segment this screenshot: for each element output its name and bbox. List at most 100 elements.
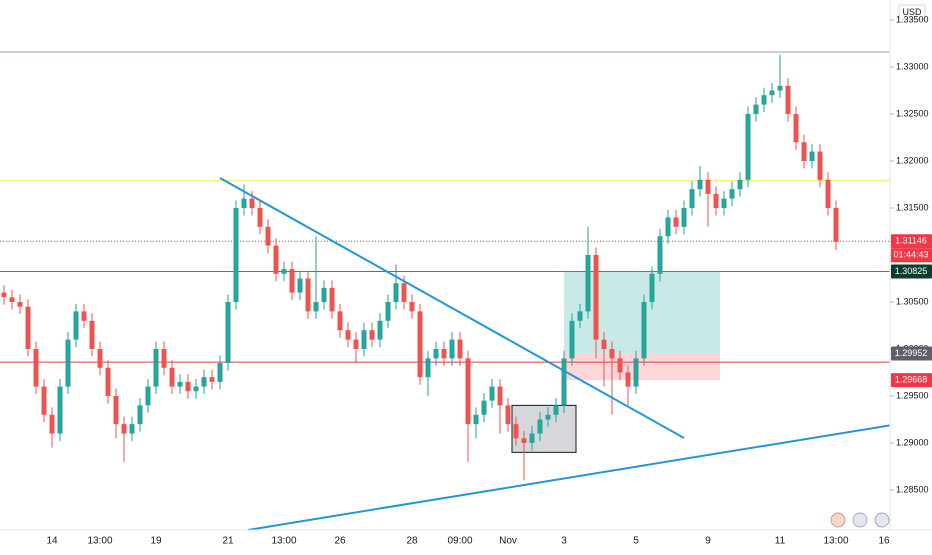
candle-body (721, 198, 727, 208)
icon[interactable] (852, 512, 868, 528)
candle-body (361, 330, 367, 349)
candle-body (561, 358, 567, 406)
candle-body (241, 198, 247, 208)
icon[interactable] (830, 512, 846, 528)
y-tick-label: 1.32000 (896, 155, 929, 165)
candle-body (193, 386, 199, 392)
candle-body (473, 414, 479, 425)
candle-body (601, 339, 607, 349)
y-tick-label: 1.30500 (896, 296, 929, 306)
candle-body (321, 287, 327, 302)
price-label: 1.29668 (895, 375, 928, 385)
price-label: 1.31146 (895, 236, 927, 246)
candle-body (25, 306, 31, 349)
candle-body (809, 151, 815, 162)
x-tick-label: 11 (775, 536, 786, 547)
candle-body (465, 358, 471, 425)
candle-body (337, 311, 343, 331)
candle-body (609, 348, 615, 359)
candle-body (441, 348, 447, 359)
candle-body (777, 85, 783, 91)
candle-body (745, 114, 751, 180)
currency: USD (902, 7, 922, 17)
countdown: 01:44:43 (893, 250, 928, 260)
candle-body (217, 363, 223, 382)
candle-body (553, 405, 559, 415)
candle-body (289, 269, 295, 293)
x-tick-label: 21 (222, 536, 234, 547)
candle-body (569, 320, 575, 359)
x-tick-label: 28 (406, 536, 418, 547)
candle-body (433, 348, 439, 359)
candle-body (617, 358, 623, 373)
candle-body (329, 287, 335, 312)
candle-body (537, 419, 543, 434)
candle-body (681, 207, 687, 227)
y-tick-label: 1.28500 (896, 484, 929, 494)
y-tick-label: 1.31500 (896, 202, 929, 212)
candle-body (17, 301, 23, 307)
y-tick-label: 1.33500 (896, 14, 929, 24)
candle-body (345, 330, 351, 340)
candle-body (129, 424, 135, 434)
candle-body (657, 236, 663, 274)
candle-body (369, 330, 375, 340)
trendline (247, 424, 890, 530)
candle-body (641, 301, 647, 359)
candle-body (73, 311, 79, 340)
candle-body (113, 395, 119, 425)
candle-body (257, 207, 263, 227)
icons (830, 512, 890, 528)
candle-body (57, 386, 63, 434)
candle-body (65, 339, 71, 387)
x-tick-label: Nov (499, 536, 517, 547)
candle-body (201, 377, 207, 387)
candle-body (697, 179, 703, 190)
candle-body (521, 438, 527, 443)
candle-body (577, 311, 583, 321)
x-tick-label: 13:00 (271, 536, 296, 547)
price-label-box (891, 264, 932, 279)
candle-body (649, 273, 655, 302)
candle-body (89, 320, 95, 349)
candle-body (633, 358, 639, 387)
candle-body (529, 433, 535, 443)
y-tick-label: 1.29000 (896, 437, 929, 447)
candle-body (121, 424, 127, 434)
candle-body (169, 367, 175, 387)
price-label: 1.29952 (895, 348, 928, 358)
x-tick-label: 09:00 (447, 536, 472, 547)
candle-body (713, 193, 719, 208)
candle-body (377, 320, 383, 340)
y-tick-label: 1.29500 (896, 390, 929, 400)
candle-body (9, 297, 15, 302)
candle-body (409, 301, 415, 312)
candle-body (313, 301, 319, 312)
candle-body (353, 339, 359, 349)
currency-badge[interactable] (898, 4, 926, 20)
price-label-box (891, 234, 932, 249)
candle-body (585, 254, 591, 312)
x-tick-label: 9 (705, 536, 711, 547)
candle-body (825, 179, 831, 208)
candle-body (137, 405, 143, 425)
price-label-box (891, 373, 932, 388)
x-tick-label: 14 (46, 536, 58, 547)
x-tick-label: 5 (633, 536, 639, 547)
icon[interactable] (874, 512, 890, 528)
price-label-box (891, 346, 932, 361)
candle-body (273, 245, 279, 274)
candle-body (481, 400, 487, 415)
x-tick-label: 13:00 (87, 536, 112, 547)
candle-body (457, 339, 463, 359)
candle-body (673, 217, 679, 227)
candle-body (833, 207, 839, 242)
candle-body (385, 301, 391, 321)
candle-body (689, 189, 695, 208)
candle-body (753, 104, 759, 115)
candle-body (785, 85, 791, 115)
candle-body (729, 189, 735, 199)
candle-body (281, 269, 287, 274)
y-tick-label: 1.32500 (896, 108, 929, 118)
